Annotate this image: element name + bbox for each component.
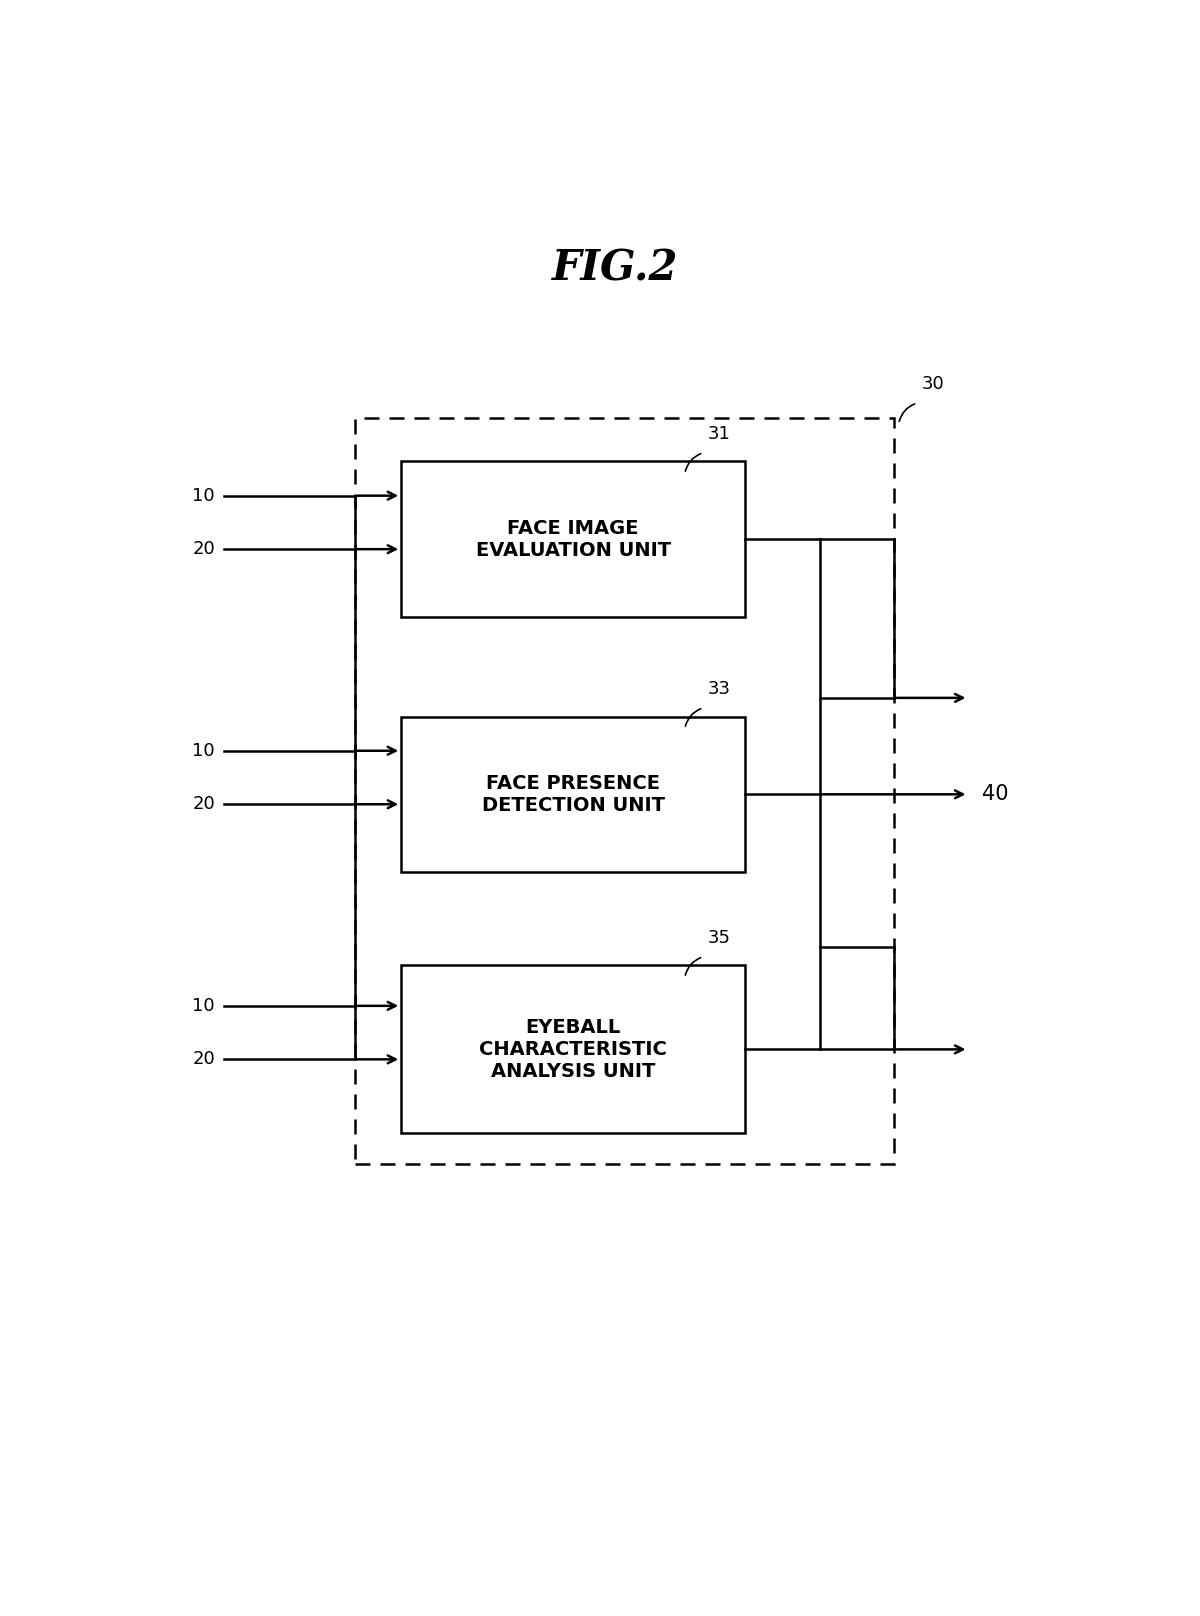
Text: 30: 30 [922,375,944,393]
Bar [401,716,745,873]
Bar [401,965,745,1133]
Text: FACE IMAGE
EVALUATION UNIT: FACE IMAGE EVALUATION UNIT [475,519,671,559]
Text: 35: 35 [708,929,731,947]
Text: 20: 20 [192,1050,215,1068]
Bar [355,419,894,1165]
Text: 31: 31 [708,425,731,443]
Text: FIG.2: FIG.2 [552,247,678,289]
Text: 10: 10 [192,742,215,760]
Text: FACE PRESENCE
DETECTION UNIT: FACE PRESENCE DETECTION UNIT [481,774,665,814]
Text: 20: 20 [192,540,215,558]
Text: 33: 33 [708,680,731,698]
Bar [401,462,745,617]
Text: 40: 40 [983,784,1009,805]
Text: EYEBALL
CHARACTERISTIC
ANALYSIS UNIT: EYEBALL CHARACTERISTIC ANALYSIS UNIT [479,1018,667,1081]
Text: 10: 10 [192,997,215,1015]
Text: 10: 10 [192,486,215,504]
Text: 20: 20 [192,795,215,813]
